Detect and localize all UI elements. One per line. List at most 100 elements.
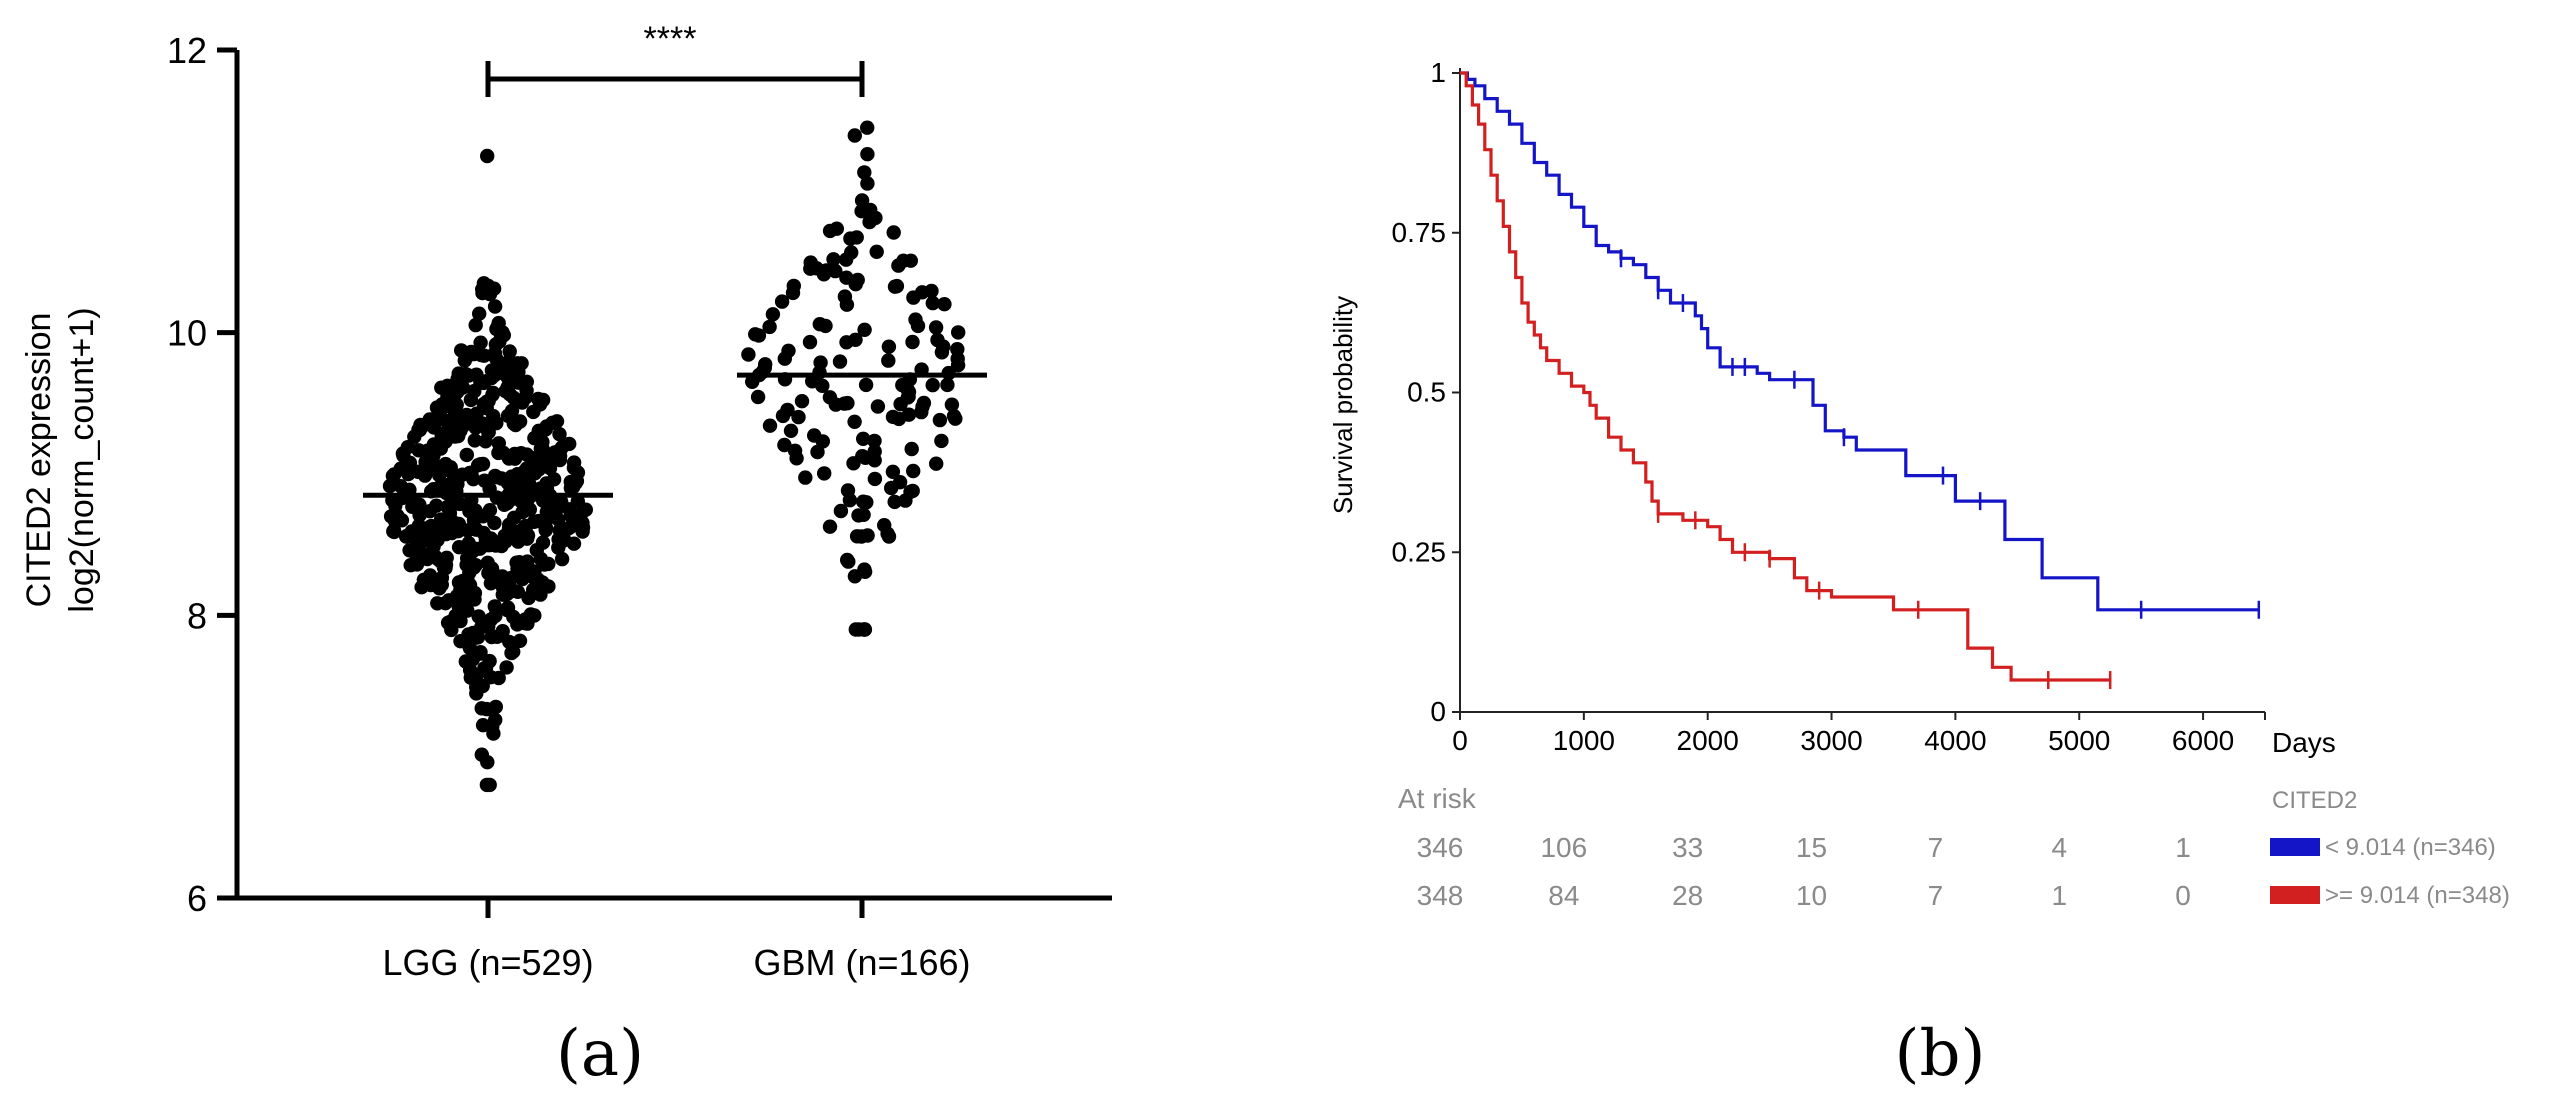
data-point <box>829 221 844 236</box>
data-point <box>925 295 940 311</box>
data-point <box>762 418 778 433</box>
data-point <box>892 475 908 490</box>
data-point <box>472 306 487 321</box>
data-point <box>495 624 510 639</box>
y-tick-label: 10 <box>167 313 207 354</box>
data-point <box>940 377 955 393</box>
data-point <box>780 402 795 418</box>
data-point <box>887 494 902 510</box>
data-point <box>857 322 872 337</box>
data-point <box>411 518 427 533</box>
data-point <box>491 436 506 451</box>
data-point <box>758 357 773 372</box>
data-point <box>781 343 796 358</box>
legend-title: CITED2 <box>2272 787 2357 814</box>
data-point <box>858 377 874 393</box>
data-point <box>886 225 901 240</box>
data-point <box>471 609 486 624</box>
data-point <box>867 444 882 459</box>
data-point <box>837 289 853 304</box>
data-point <box>774 294 790 309</box>
data-point <box>860 528 875 543</box>
data-point <box>860 147 875 162</box>
data-point <box>480 555 495 570</box>
data-point <box>475 456 491 472</box>
data-point <box>850 272 865 288</box>
data-point <box>482 503 498 518</box>
y-tick-label: 0.25 <box>1392 536 1447 567</box>
data-point <box>566 455 582 470</box>
data-point <box>454 343 469 358</box>
data-point <box>406 496 421 511</box>
at-risk-title: At risk <box>1398 783 1477 814</box>
data-point <box>777 437 792 453</box>
data-point <box>869 244 884 259</box>
data-point <box>870 399 886 414</box>
x-tick-label: 4000 <box>1924 725 1986 756</box>
panel-b-curves <box>1460 71 2261 690</box>
data-point <box>849 529 865 544</box>
y-tick-label: 0 <box>1430 696 1446 727</box>
data-point <box>881 339 897 354</box>
data-point <box>479 777 495 793</box>
legend-entry: < 9.014 (n=346) <box>2325 834 2496 861</box>
data-point <box>552 427 567 442</box>
data-point <box>812 317 827 332</box>
at-risk-count: 7 <box>1928 880 1944 911</box>
data-point <box>429 498 444 513</box>
data-point <box>570 494 585 509</box>
data-point <box>502 344 517 359</box>
data-point <box>750 389 766 405</box>
survival-curve-high <box>1460 71 2111 682</box>
data-point <box>833 503 849 519</box>
data-point <box>810 444 825 460</box>
x-tick-label: LGG (n=529) <box>382 942 593 983</box>
data-point <box>916 395 932 411</box>
data-point <box>822 519 838 534</box>
panel-a-label: (a) <box>556 1017 644 1091</box>
legend-entry: >= 9.014 (n=348) <box>2325 882 2510 909</box>
x-tick-label: 5000 <box>2048 725 2110 756</box>
data-point <box>839 270 854 285</box>
data-point <box>817 466 832 481</box>
data-point <box>467 433 482 448</box>
data-point <box>762 319 777 335</box>
data-point <box>513 446 529 461</box>
data-point <box>531 513 546 529</box>
at-risk-count: 1 <box>2175 832 2191 863</box>
x-tick-label: 6000 <box>2172 725 2234 756</box>
data-point <box>848 622 863 637</box>
data-point <box>440 378 455 393</box>
data-point <box>787 443 803 458</box>
data-point <box>491 315 506 331</box>
data-point <box>475 718 491 733</box>
data-point <box>803 255 818 270</box>
data-point <box>741 347 756 362</box>
data-point <box>867 471 883 487</box>
data-point <box>856 507 871 522</box>
significance-bracket <box>485 61 865 97</box>
data-point <box>546 472 562 487</box>
data-point <box>468 317 483 333</box>
data-point <box>748 327 763 342</box>
panel-b-x-unit: Days <box>2272 727 2336 758</box>
data-point <box>844 245 859 260</box>
data-point <box>822 390 838 405</box>
x-tick-label: 2000 <box>1677 725 1739 756</box>
data-point <box>944 397 960 412</box>
data-point <box>905 334 920 350</box>
panel-b-ylabel: Survival probability <box>1328 296 1358 514</box>
data-point <box>881 353 896 368</box>
data-point <box>929 456 944 471</box>
data-point <box>925 377 940 393</box>
data-point <box>856 431 871 446</box>
data-point <box>847 128 862 143</box>
y-tick-label: 8 <box>187 595 207 636</box>
data-point <box>813 355 828 370</box>
data-point <box>903 253 918 268</box>
data-point <box>847 414 862 429</box>
data-point <box>849 230 864 245</box>
data-point <box>488 712 503 728</box>
data-point <box>856 494 871 509</box>
